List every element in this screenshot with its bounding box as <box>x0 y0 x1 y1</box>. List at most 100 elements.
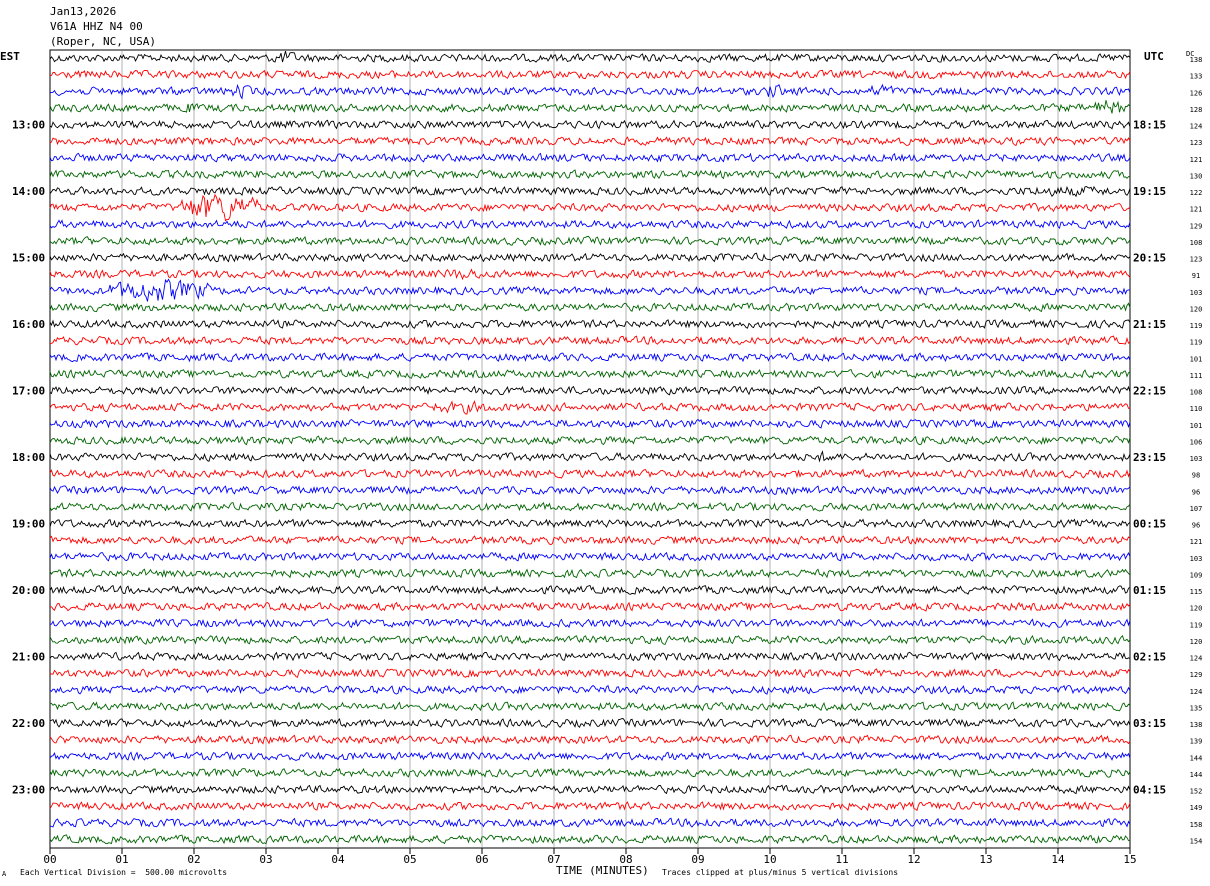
dc-offset-label: 98 <box>1192 472 1200 480</box>
dc-offset-label: 138 <box>1190 56 1203 64</box>
dc-offset-label: 124 <box>1190 655 1203 663</box>
seismic-trace <box>49 385 1131 396</box>
seismic-trace <box>49 252 1131 263</box>
seismic-trace <box>49 368 1131 379</box>
dc-offset-label: 119 <box>1190 322 1203 330</box>
seismic-trace <box>49 751 1131 762</box>
seismic-trace <box>49 100 1131 114</box>
seismic-trace <box>49 651 1131 662</box>
est-hour-label: 18:00 <box>12 451 45 464</box>
seismic-trace <box>49 584 1131 595</box>
corner-mark: A <box>2 870 7 878</box>
x-tick-label: 11 <box>835 853 848 866</box>
seismic-trace <box>49 551 1131 562</box>
seismic-trace <box>49 435 1131 446</box>
x-tick-label: 00 <box>43 853 56 866</box>
dc-offset-label: 96 <box>1192 488 1200 496</box>
seismic-trace <box>49 193 1131 222</box>
dc-offset-label: 135 <box>1190 704 1203 712</box>
est-hour-label: 13:00 <box>12 119 45 132</box>
dc-offset-label: 111 <box>1190 372 1203 380</box>
x-tick-label: 02 <box>187 853 200 866</box>
seismic-trace <box>49 302 1131 313</box>
seismic-trace <box>49 268 1131 281</box>
x-tick-label: 05 <box>403 853 416 866</box>
dc-offset-label: 126 <box>1190 89 1203 97</box>
seismic-trace <box>49 734 1131 745</box>
seismic-trace <box>49 185 1131 198</box>
utc-hour-label: 18:15 <box>1133 119 1166 132</box>
seismic-trace <box>49 318 1131 329</box>
seismic-trace <box>49 235 1131 246</box>
seismic-trace <box>49 701 1131 712</box>
est-hour-label: 23:00 <box>12 784 45 797</box>
dc-offset-label: 120 <box>1190 605 1203 613</box>
dc-offset-label: 109 <box>1190 571 1203 579</box>
x-tick-label: 14 <box>1051 853 1065 866</box>
dc-offset-label: 124 <box>1190 123 1203 131</box>
dc-offset-label: 138 <box>1190 721 1203 729</box>
dc-offset-label: 128 <box>1190 106 1203 114</box>
utc-hour-label: 04:15 <box>1133 784 1166 797</box>
est-hour-label: 16:00 <box>12 318 45 331</box>
seismic-trace <box>49 219 1131 230</box>
seismic-trace <box>49 535 1131 546</box>
dc-offset-label: 158 <box>1190 821 1203 829</box>
dc-offset-label: 123 <box>1190 139 1203 147</box>
dc-offset-label: 129 <box>1190 671 1203 679</box>
dc-offset-label: 108 <box>1190 239 1203 247</box>
seismic-trace <box>49 568 1131 579</box>
dc-offset-label: 120 <box>1190 305 1203 313</box>
scale-note: Each Vertical Division = 500.00 microvol… <box>20 868 228 877</box>
x-tick-label: 09 <box>691 853 704 866</box>
x-tick-label: 10 <box>763 853 776 866</box>
seismic-trace <box>49 418 1131 429</box>
dc-offset-label: 96 <box>1192 522 1200 530</box>
est-hour-label: 15:00 <box>12 252 45 265</box>
x-tick-label: 15 <box>1123 853 1136 866</box>
dc-offset-label: 120 <box>1190 638 1203 646</box>
seismic-trace <box>49 834 1131 845</box>
dc-offset-label: 101 <box>1190 422 1203 430</box>
header-station: V61A HHZ N4 00 <box>50 20 143 33</box>
x-axis-title: TIME (MINUTES) <box>556 864 649 877</box>
utc-hour-label: 20:15 <box>1133 252 1166 265</box>
dc-offset-label: 144 <box>1190 754 1203 762</box>
seismic-trace <box>49 817 1131 828</box>
dc-offset-label: 130 <box>1190 172 1203 180</box>
dc-label: DC <box>1186 50 1195 58</box>
dc-offset-label: 133 <box>1190 73 1203 81</box>
dc-offset-label: 124 <box>1190 688 1203 696</box>
dc-offset-label: 154 <box>1190 837 1203 845</box>
seismic-trace <box>49 278 1131 302</box>
x-tick-label: 12 <box>907 853 920 866</box>
dc-offset-label: 103 <box>1190 455 1203 463</box>
seismic-trace <box>49 501 1131 512</box>
dc-offset-label: 144 <box>1190 771 1203 779</box>
seismic-trace <box>49 169 1131 180</box>
dc-offset-label: 123 <box>1190 256 1203 264</box>
header-date: Jan13,2026 <box>50 5 117 18</box>
right-timezone-label: UTC <box>1144 50 1164 63</box>
seismic-trace <box>49 784 1131 795</box>
est-hour-label: 22:00 <box>12 717 45 730</box>
dc-offset-label: 152 <box>1190 788 1203 796</box>
seismic-trace <box>49 634 1131 645</box>
utc-hour-label: 19:15 <box>1133 185 1166 198</box>
seismic-trace <box>49 485 1131 496</box>
seismic-trace <box>49 83 1131 100</box>
est-hour-label: 21:00 <box>12 651 45 664</box>
clip-note: Traces clipped at plus/minus 5 vertical … <box>662 868 899 877</box>
dc-offset-label: 107 <box>1190 505 1203 513</box>
seismic-trace <box>49 399 1131 415</box>
seismic-trace <box>49 468 1131 479</box>
est-hour-label: 17:00 <box>12 385 45 398</box>
seismic-trace <box>50 601 1131 612</box>
x-tick-label: 03 <box>259 853 272 866</box>
seismic-trace <box>49 352 1131 363</box>
utc-hour-label: 01:15 <box>1133 584 1166 597</box>
dc-offset-label: 121 <box>1190 538 1203 546</box>
est-hour-label: 19:00 <box>12 518 45 531</box>
plot-frame <box>49 49 1131 849</box>
